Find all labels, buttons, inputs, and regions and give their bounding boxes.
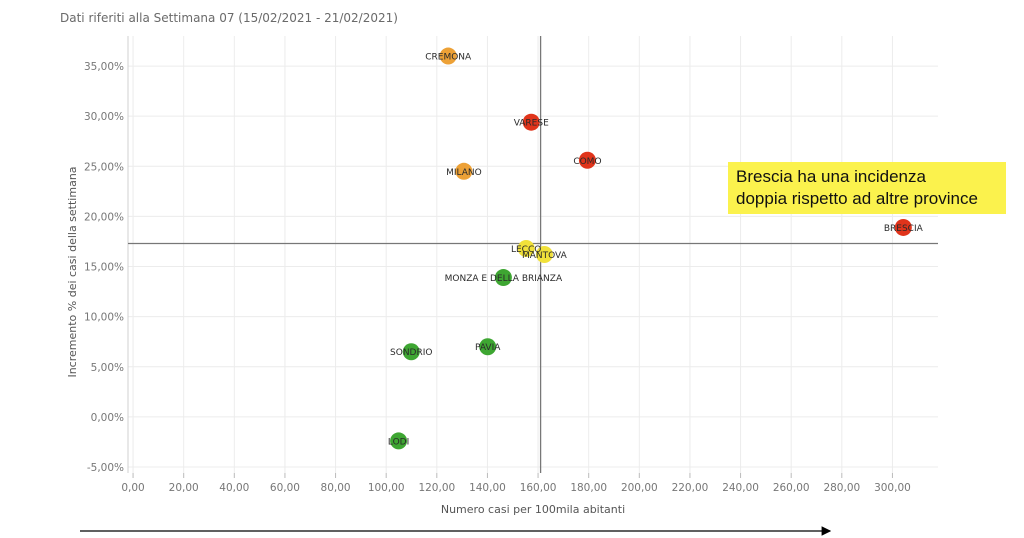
x-tick-label: 240,00 (722, 482, 759, 494)
y-tick-label: 30,00% (84, 111, 124, 123)
y-tick-label: 25,00% (84, 161, 124, 173)
x-axis-ticks: 0,00 20,00 40,00 60,00 80,00 100,00 120,00 140,… (121, 473, 911, 494)
data-point-label: LODI (388, 437, 409, 447)
x-tick-label: 200,00 (621, 482, 658, 494)
data-point (578, 151, 596, 169)
y-tick-label: 10,00% (84, 312, 124, 324)
x-tick-label: 140,00 (469, 482, 506, 494)
data-point (517, 239, 535, 257)
y-tick-label: 5,00% (91, 362, 124, 374)
data-point-label: VARESE (514, 119, 549, 129)
x-tick-label: 300,00 (874, 482, 911, 494)
data-point-label: COMO (573, 157, 601, 167)
chart-subtitle: Dati riferiti alla Settimana 07 (15/02/2… (60, 11, 398, 25)
x-tick-label: 220,00 (672, 482, 709, 494)
data-point-label: LECCO (511, 245, 541, 255)
data-points: CREMONA VARESE COMO MILANO BRESCIA LECCOMANTO… (388, 47, 924, 450)
x-tick-label: 280,00 (823, 482, 860, 494)
x-tick-label: 180,00 (570, 482, 607, 494)
note-line-2: doppia rispetto ad altre province (736, 189, 978, 208)
x-axis-label: Numero casi per 100mila abitanti (441, 503, 625, 516)
x-tick-label: 40,00 (219, 482, 249, 494)
data-point-label: BRESCIA (884, 224, 924, 234)
data-point-label: MONZA E DELLA BRIANZA (445, 274, 563, 284)
data-point (455, 162, 473, 180)
data-point (522, 113, 540, 131)
x-tick-label: 160,00 (520, 482, 557, 494)
x-tick-label: 100,00 (368, 482, 405, 494)
annotation-note: Brescia ha una incidenza doppia rispetto… (728, 162, 1006, 214)
note-line-1: Brescia ha una incidenza (736, 167, 926, 186)
y-tick-label: 20,00% (84, 211, 124, 223)
x-tick-label: 20,00 (169, 482, 199, 494)
data-point (894, 218, 912, 236)
y-tick-label: 35,00% (84, 61, 124, 73)
data-point (535, 246, 553, 263)
x-tick-label: 260,00 (773, 482, 810, 494)
y-axis-ticks: -5,00% 0,00% 5,00% 10,00% 15,00% 20,00% 25,00%… (84, 61, 124, 474)
data-point-label: SONDRIO (390, 348, 432, 358)
y-tick-label: 15,00% (84, 262, 124, 274)
data-point (494, 269, 512, 287)
data-point (439, 47, 457, 65)
x-tick-label: 120,00 (418, 482, 455, 494)
x-tick-label: 60,00 (270, 482, 300, 494)
data-point (390, 432, 408, 450)
data-point-label: CREMONA (425, 53, 472, 63)
data-point (402, 343, 420, 361)
data-point-label: PAVIA (475, 343, 501, 353)
data-point-label: MILANO (446, 168, 482, 178)
data-point (479, 338, 497, 356)
x-tick-label: 0,00 (121, 482, 144, 494)
y-axis-label: Incremento % dei casi della settimana (66, 166, 79, 377)
x-tick-label: 80,00 (321, 482, 351, 494)
y-tick-label: -5,00% (87, 462, 124, 474)
y-tick-label: 0,00% (91, 412, 124, 424)
data-point-label: MANTOVA (522, 251, 568, 261)
